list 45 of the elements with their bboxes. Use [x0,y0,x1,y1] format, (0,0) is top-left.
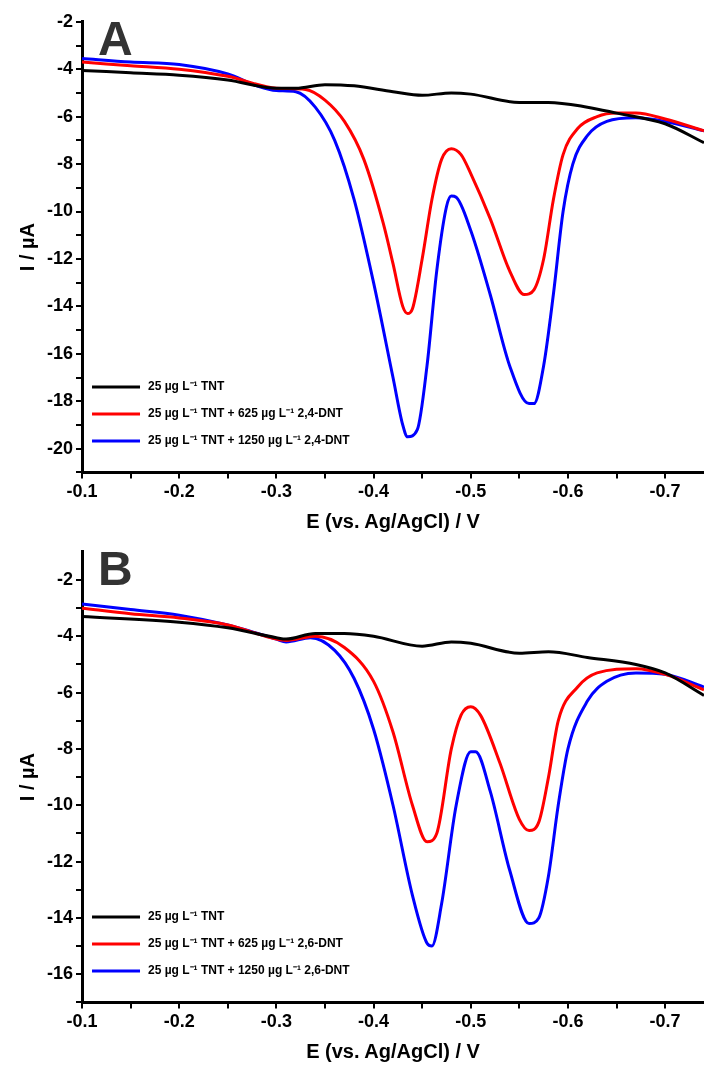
legend-label: 25 µg L⁻¹ TNT [148,379,225,394]
line-series [82,606,704,844]
x-axis-title: E (vs. Ag/AgCl) / V [306,1039,481,1062]
y-tick-label: -4 [57,58,74,79]
y-tick-label: -4 [57,625,74,646]
y-tick-label: -18 [47,390,74,411]
y-tick-label: -10 [47,200,74,221]
annotation: B [98,542,133,596]
y-tick-label: -14 [47,906,74,927]
x-axis-title: E (vs. Ag/AgCl) / V [306,509,481,532]
y-tick-label: -8 [57,737,74,758]
x-tick-label: -0.5 [455,1011,487,1032]
x-tick-label: -0.3 [260,1011,292,1032]
x-tick-label: -0.3 [260,481,292,502]
x-tick-label: -0.6 [552,481,584,502]
x-tick-label: -0.4 [358,481,390,502]
y-axis-title: I / µA [15,223,38,272]
x-tick-label: -0.7 [649,1011,681,1032]
x-tick-label: -0.4 [358,1011,390,1032]
y-tick-label: -14 [47,295,74,316]
legend-label: 25 µg L⁻¹ TNT [148,909,225,924]
y-tick-label: -2 [57,568,74,589]
y-tick-label: -12 [47,850,74,871]
y-axis-title: I / µA [15,753,38,802]
y-tick-label: -6 [57,681,74,702]
x-tick-label: -0.5 [455,481,487,502]
x-tick-label: -0.7 [649,481,681,502]
annotation: A [98,12,133,66]
legend-label: 25 µg L⁻¹ TNT + 625 µg L⁻¹ 2,4-DNT [148,406,344,421]
x-tick-label: -0.2 [163,481,195,502]
y-tick-label: -16 [47,963,74,984]
x-tick-label: -0.1 [66,1011,98,1032]
x-tick-label: -0.1 [66,481,98,502]
y-tick-label: -2 [57,10,74,31]
legend-label: 25 µg L⁻¹ TNT + 1250 µg L⁻¹ 2,4-DNT [148,433,351,448]
y-tick-label: -8 [57,153,74,174]
y-tick-label: -10 [47,794,74,815]
y-tick-label: -16 [47,342,74,363]
legend-label: 25 µg L⁻¹ TNT + 1250 µg L⁻¹ 2,6-DNT [148,963,351,978]
legend-label: 25 µg L⁻¹ TNT + 625 µg L⁻¹ 2,6-DNT [148,936,344,951]
x-tick-label: -0.2 [163,1011,195,1032]
y-tick-label: -12 [47,247,74,268]
y-tick-label: -6 [57,105,74,126]
x-tick-label: -0.6 [552,1011,584,1032]
y-tick-label: -20 [47,437,74,458]
